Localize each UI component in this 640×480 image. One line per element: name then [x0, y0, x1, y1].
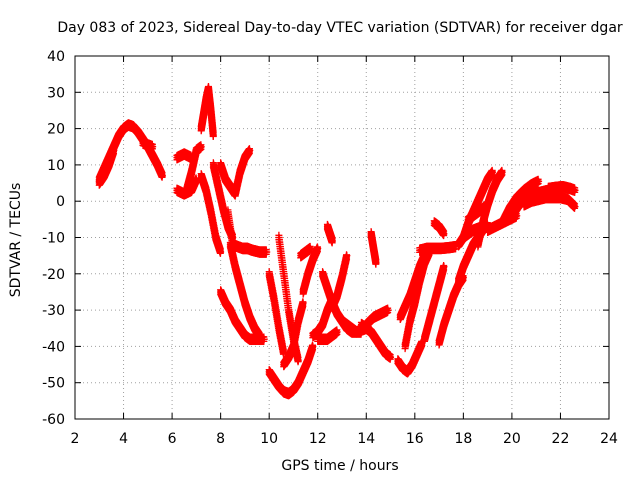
y-tick-label: -20 [42, 267, 65, 283]
x-tick-label: 14 [357, 431, 375, 447]
x-tick-label: 4 [119, 431, 128, 447]
x-tick-label: 12 [309, 431, 327, 447]
series-track-07 [197, 82, 217, 140]
x-tick-label: 22 [552, 431, 570, 447]
x-tick-label: 6 [168, 431, 177, 447]
series-track-02 [95, 145, 118, 189]
y-tick-label: 10 [47, 158, 65, 174]
y-tick-label: 40 [47, 49, 65, 65]
y-tick-label: -40 [42, 339, 65, 355]
y-tick-label: -30 [42, 303, 65, 319]
x-tick-label: 8 [216, 431, 225, 447]
grid [75, 56, 609, 419]
y-tick-label: 30 [47, 85, 65, 101]
series-track-17 [280, 298, 307, 371]
x-tick-label: 24 [600, 431, 618, 447]
y-tick-label: -60 [42, 412, 65, 428]
series-track-22 [323, 220, 336, 247]
data-points [95, 82, 579, 400]
y-tick-label: 0 [56, 194, 65, 210]
x-tick-label: 18 [454, 431, 472, 447]
y-tick-label: -10 [42, 231, 65, 247]
x-tick-label: 10 [260, 431, 278, 447]
axis-ticks: 2 4 6 8 10 12 14 16 18 20 22 24403020100-10-20-30-4… [42, 49, 618, 447]
x-tick-label: 2 [71, 431, 80, 447]
x-tick-label: 20 [503, 431, 521, 447]
x-tick-label: 16 [406, 431, 424, 447]
chart-title: Day 083 of 2023, Sidereal Day-to-day VTE… [57, 20, 623, 36]
y-tick-label: -50 [42, 376, 65, 392]
y-tick-label: 20 [47, 122, 65, 138]
